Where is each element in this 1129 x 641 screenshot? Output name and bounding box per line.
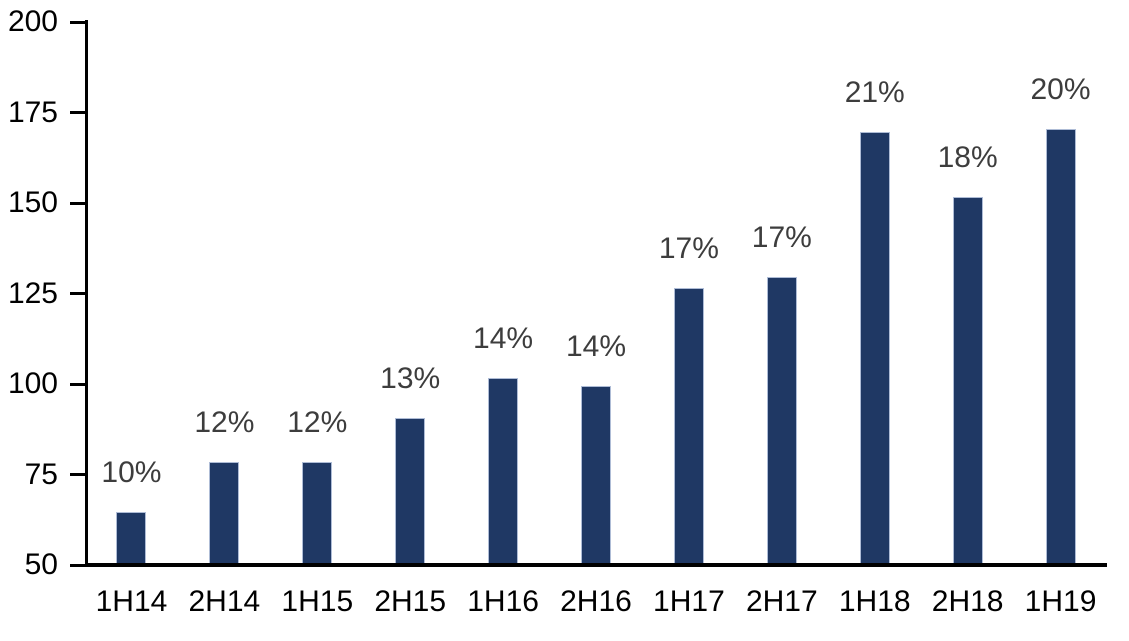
bar <box>488 378 519 563</box>
x-axis-category-label: 2H18 <box>931 585 1004 618</box>
bar-value-label: 18% <box>937 141 998 175</box>
bar-value-label: 14% <box>473 322 534 356</box>
y-axis-tick-mark <box>70 292 86 295</box>
bar <box>766 277 797 563</box>
bar-value-label: 14% <box>565 329 627 363</box>
bar <box>209 461 240 563</box>
y-axis-tick-label: 100 <box>7 367 58 400</box>
y-axis-tick-label: 150 <box>7 186 58 219</box>
x-axis-category-label: 2H17 <box>745 585 818 618</box>
x-axis-category-label: 2H14 <box>188 585 261 618</box>
bar-value-label: 13% <box>380 362 441 396</box>
x-axis-category-label: 1H17 <box>653 585 725 618</box>
bar <box>1045 128 1076 563</box>
y-axis-tick-mark <box>70 382 86 386</box>
x-axis-category-label: 1H15 <box>281 585 354 618</box>
bar <box>859 132 890 563</box>
y-axis-tick-mark <box>70 563 86 567</box>
bar-value-label: 17% <box>751 221 812 255</box>
bar-value-label: 10% <box>101 456 162 490</box>
x-axis-category-label: 2H15 <box>374 585 447 618</box>
y-axis-tick-label: 75 <box>24 457 58 491</box>
bar <box>116 512 147 563</box>
bar-value-label: 21% <box>844 76 905 110</box>
y-axis-tick-label: 200 <box>7 5 58 38</box>
x-axis-category-label: 1H16 <box>467 585 539 618</box>
y-axis-tick-mark <box>70 111 86 114</box>
y-axis-tick-label: 125 <box>7 276 58 310</box>
y-axis-line <box>85 20 88 566</box>
x-axis-category-label: 1H18 <box>838 585 911 618</box>
bar-value-label: 20% <box>1030 72 1091 106</box>
x-axis-line <box>85 563 1107 567</box>
bar <box>581 385 611 563</box>
y-axis-tick-label: 50 <box>24 548 58 581</box>
bar <box>395 418 426 563</box>
bar <box>673 287 704 563</box>
y-axis-tick-mark <box>70 20 86 24</box>
bar-value-label: 12% <box>287 405 348 439</box>
x-axis-category-label: 2H16 <box>560 585 632 618</box>
bar-value-label: 12% <box>194 405 255 439</box>
bar <box>952 197 983 563</box>
y-axis-tick-label: 175 <box>7 95 58 129</box>
x-axis-category-label: 1H19 <box>1024 585 1097 618</box>
y-axis-tick-mark <box>70 473 86 476</box>
x-axis-category-label: 1H14 <box>95 585 168 618</box>
y-axis-tick-mark <box>70 201 86 205</box>
bar-value-label: 17% <box>658 231 719 265</box>
bar <box>302 461 333 563</box>
